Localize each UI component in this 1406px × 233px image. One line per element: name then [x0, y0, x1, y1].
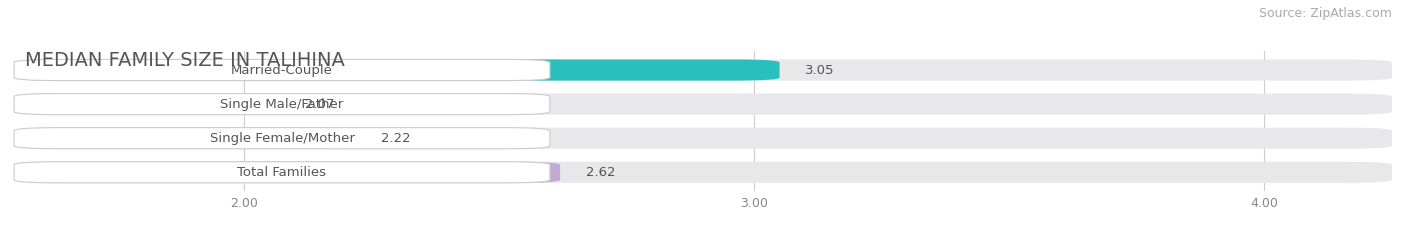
Text: 2.62: 2.62: [586, 166, 616, 179]
Text: MEDIAN FAMILY SIZE IN TALIHINA: MEDIAN FAMILY SIZE IN TALIHINA: [25, 51, 344, 70]
FancyBboxPatch shape: [14, 93, 1392, 115]
Text: Married-Couple: Married-Couple: [231, 64, 333, 76]
FancyBboxPatch shape: [14, 93, 550, 115]
FancyBboxPatch shape: [14, 59, 550, 81]
FancyBboxPatch shape: [14, 128, 356, 149]
FancyBboxPatch shape: [14, 128, 550, 149]
FancyBboxPatch shape: [14, 93, 280, 115]
FancyBboxPatch shape: [14, 59, 779, 81]
Text: Source: ZipAtlas.com: Source: ZipAtlas.com: [1258, 7, 1392, 20]
Text: Single Male/Father: Single Male/Father: [221, 98, 343, 111]
FancyBboxPatch shape: [14, 162, 1392, 183]
FancyBboxPatch shape: [14, 162, 560, 183]
FancyBboxPatch shape: [14, 59, 1392, 81]
Text: 2.07: 2.07: [305, 98, 335, 111]
FancyBboxPatch shape: [14, 162, 550, 183]
Text: Single Female/Mother: Single Female/Mother: [209, 132, 354, 145]
Text: 2.22: 2.22: [381, 132, 411, 145]
FancyBboxPatch shape: [14, 128, 1392, 149]
Text: 3.05: 3.05: [806, 64, 835, 76]
Text: Total Families: Total Families: [238, 166, 326, 179]
